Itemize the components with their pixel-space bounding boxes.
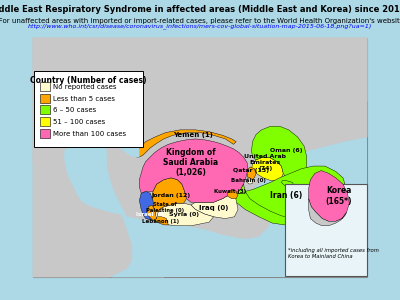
Text: State of
Palestine (0): State of Palestine (0) [146, 202, 184, 213]
Polygon shape [252, 157, 283, 181]
Polygon shape [32, 38, 132, 278]
Polygon shape [282, 181, 295, 190]
Polygon shape [139, 191, 156, 220]
Polygon shape [252, 126, 307, 184]
Polygon shape [156, 203, 214, 226]
Polygon shape [139, 139, 248, 202]
Text: More than 100 cases: More than 100 cases [53, 131, 126, 137]
Polygon shape [309, 171, 349, 221]
Polygon shape [309, 199, 347, 226]
Text: Syria (0): Syria (0) [169, 212, 199, 217]
Polygon shape [247, 167, 256, 180]
Polygon shape [247, 178, 252, 184]
Polygon shape [137, 38, 368, 238]
Polygon shape [227, 190, 238, 199]
Polygon shape [227, 172, 349, 226]
FancyBboxPatch shape [40, 129, 50, 138]
Text: Oman (6): Oman (6) [270, 148, 302, 153]
Bar [32, 38, 368, 278]
FancyBboxPatch shape [40, 82, 50, 91]
Polygon shape [32, 38, 368, 221]
Polygon shape [191, 193, 238, 218]
Text: Israel (0): Israel (0) [136, 212, 164, 217]
Polygon shape [147, 205, 156, 220]
Polygon shape [105, 130, 139, 157]
Text: Kuwait (3): Kuwait (3) [214, 189, 246, 194]
FancyBboxPatch shape [285, 184, 366, 277]
Text: http://www.who.int/csr/disease/coronavirus_infections/mers-cov-global-situation-: http://www.who.int/csr/disease/coronavir… [28, 23, 372, 29]
Bar [32, 38, 368, 278]
Text: Lebanon (1): Lebanon (1) [142, 219, 179, 224]
Polygon shape [152, 178, 186, 218]
Text: Qatar (13): Qatar (13) [233, 168, 269, 173]
Text: Korea
(165*): Korea (165*) [325, 186, 352, 206]
Text: United Arab
Emirates
(74): United Arab Emirates (74) [244, 154, 286, 171]
Polygon shape [64, 137, 168, 278]
FancyBboxPatch shape [40, 94, 50, 103]
FancyBboxPatch shape [40, 117, 50, 126]
Polygon shape [154, 217, 168, 225]
Text: Iran (6): Iran (6) [270, 191, 302, 200]
Text: Bahrain (0): Bahrain (0) [232, 178, 266, 183]
FancyBboxPatch shape [34, 71, 143, 147]
Text: *including all imported cases from
Korea to Mainland China: *including all imported cases from Korea… [288, 248, 379, 259]
Text: Number of cases of Middle East Respiratory Syndrome in affected areas (Middle Ea: Number of cases of Middle East Respirato… [0, 4, 400, 14]
Text: Iraq (0): Iraq (0) [199, 205, 228, 211]
Polygon shape [137, 130, 236, 157]
Text: Jordan (12): Jordan (12) [152, 194, 191, 198]
FancyBboxPatch shape [40, 105, 50, 115]
Text: No reported cases: No reported cases [53, 84, 117, 90]
Text: (For unaffected areas with imported or import-related cases, please refer to the: (For unaffected areas with imported or i… [0, 17, 400, 24]
Text: Less than 5 cases: Less than 5 cases [53, 96, 115, 102]
Text: Kingdom of
Saudi Arabia
(1,026): Kingdom of Saudi Arabia (1,026) [163, 148, 218, 177]
Text: Yemen (1): Yemen (1) [173, 132, 213, 138]
Text: 51 – 100 cases: 51 – 100 cases [53, 119, 106, 125]
Text: 6 – 50 cases: 6 – 50 cases [53, 107, 97, 113]
Polygon shape [236, 166, 347, 218]
Text: Country (Number of cases): Country (Number of cases) [30, 76, 147, 85]
